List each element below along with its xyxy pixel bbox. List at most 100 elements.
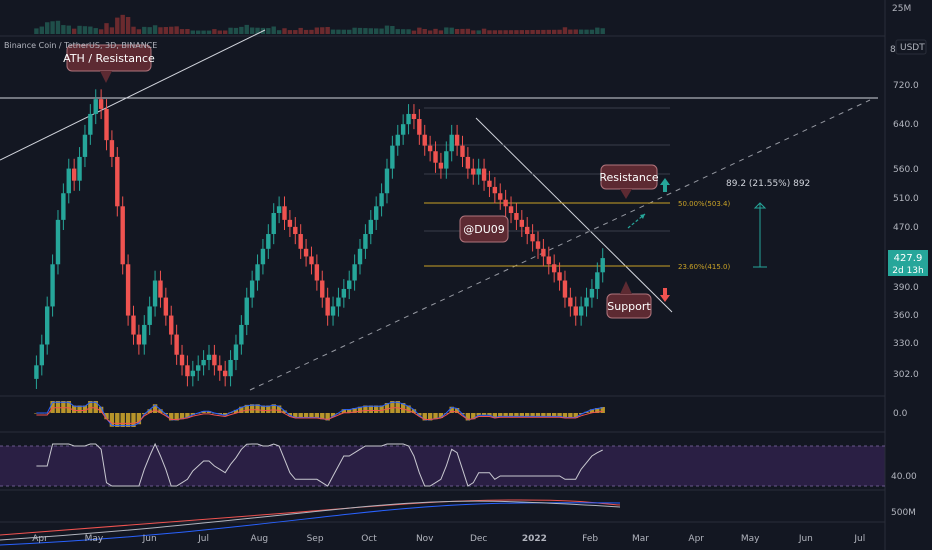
volume-bar	[465, 28, 471, 34]
volume-bar	[147, 27, 152, 34]
volume-bar	[142, 26, 147, 34]
volume-bar	[104, 23, 109, 34]
volume-bar	[179, 29, 185, 34]
candle	[352, 254, 357, 291]
candles	[34, 89, 605, 390]
volume-bar	[417, 27, 422, 34]
macd-bar	[61, 401, 66, 413]
volume-bar	[174, 26, 179, 34]
candle	[578, 296, 584, 326]
macd-bar	[406, 405, 411, 413]
volume-bar	[309, 29, 314, 34]
candle	[44, 296, 50, 355]
candle	[77, 147, 82, 191]
volume-bar	[379, 28, 384, 34]
candle	[222, 360, 228, 387]
volume-bar	[449, 27, 454, 34]
volume-bar	[487, 30, 492, 34]
macd-bar	[525, 413, 530, 417]
candle	[249, 270, 255, 308]
candle	[373, 196, 379, 231]
volume-bar	[525, 30, 530, 34]
macd-bar	[147, 409, 152, 413]
volume-bar	[34, 28, 39, 34]
candle	[233, 334, 239, 371]
macd-bar	[595, 408, 600, 413]
candle	[487, 170, 492, 198]
macd-bar	[449, 406, 454, 413]
time-axis-label: Dec	[470, 534, 487, 544]
candle	[438, 152, 444, 179]
volume-bar	[303, 29, 309, 34]
volume-bar	[438, 30, 444, 34]
macd-bar	[222, 413, 228, 416]
macd-bar	[152, 404, 158, 413]
candle	[206, 344, 212, 371]
candle	[562, 270, 568, 308]
volume-bar	[498, 30, 503, 34]
price-tick: 510.0	[893, 194, 919, 204]
volume-bar	[314, 27, 320, 34]
volume-bar	[444, 27, 449, 34]
candle	[287, 210, 293, 238]
down-arrow-icon	[660, 288, 670, 302]
volume-bar	[573, 29, 578, 34]
macd-bar	[573, 413, 578, 418]
candle	[190, 360, 196, 387]
candle	[395, 124, 400, 156]
candle	[422, 124, 427, 156]
volume-bar	[325, 27, 330, 34]
candle	[325, 287, 330, 326]
candle	[125, 254, 131, 326]
candle	[400, 114, 406, 145]
macd-bar	[287, 413, 293, 416]
candle	[519, 210, 525, 238]
macd-histogram	[34, 401, 605, 427]
candle	[551, 254, 557, 283]
volume-bar	[427, 30, 433, 34]
macd-bar	[309, 413, 314, 418]
macd-bar	[390, 401, 395, 413]
volume-bar	[249, 27, 255, 34]
macd-bar	[276, 405, 282, 413]
candle	[212, 344, 217, 376]
macd-bar	[206, 411, 212, 413]
volume-bar	[50, 21, 55, 34]
candle	[368, 210, 373, 245]
volume-bar	[77, 25, 82, 34]
candle	[66, 158, 71, 204]
candle	[330, 296, 336, 326]
macd-bar	[363, 405, 368, 413]
fib-label-23-6: 23.60%(415.0)	[678, 263, 730, 271]
time-axis-label: Apr	[32, 534, 48, 544]
macd-bar	[471, 413, 476, 420]
macd-bar	[411, 409, 417, 413]
candle	[476, 158, 481, 185]
volume-bar	[136, 29, 142, 34]
candle	[390, 135, 395, 179]
candle	[411, 104, 417, 130]
candle	[158, 270, 163, 308]
macd-bar	[98, 406, 104, 413]
volume-bar	[206, 30, 212, 34]
candle	[136, 324, 142, 355]
candle	[465, 147, 471, 179]
macd-bar	[109, 413, 115, 427]
macd-bar	[589, 409, 595, 413]
volume-bar	[293, 30, 298, 34]
currency-button[interactable]	[895, 39, 927, 55]
candle	[131, 305, 136, 345]
candle	[293, 217, 298, 245]
macd-bar	[325, 413, 330, 421]
volume-bar	[336, 29, 341, 34]
candle	[174, 324, 179, 365]
time-axis-label: May	[741, 534, 760, 544]
volume-bar	[589, 29, 595, 34]
macd-bar	[492, 413, 498, 418]
time-axis-label: Jun	[798, 534, 813, 544]
time-axis-label: May	[85, 534, 104, 544]
volume-bar	[595, 27, 600, 34]
candle	[255, 254, 260, 291]
volume-bar	[395, 29, 400, 34]
volume-bar	[266, 28, 271, 34]
